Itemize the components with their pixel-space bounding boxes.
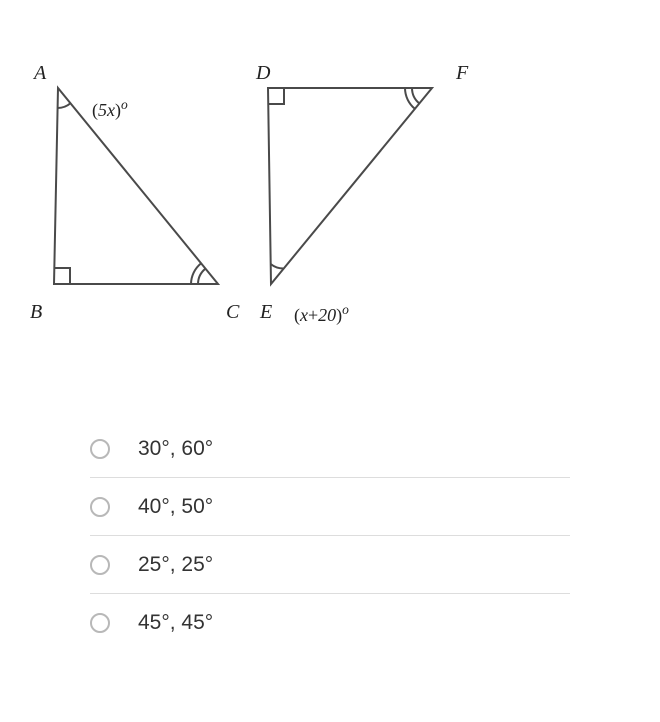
exterior-arc-e	[271, 264, 284, 269]
option-label: 25°, 25°	[138, 553, 213, 577]
angle-arc-f-inner	[405, 88, 415, 109]
angle-arc-c-inner	[191, 263, 201, 284]
vertex-a-label: A	[34, 62, 46, 85]
geometry-diagram: A B C D E F (5x)o (x+20)o	[0, 0, 660, 360]
expression-e: (x+20)o	[294, 302, 349, 326]
radio-icon[interactable]	[90, 497, 110, 517]
angle-arc-f-outer	[412, 88, 419, 103]
vertex-b-label: B	[30, 301, 42, 324]
expression-a: (5x)o	[92, 97, 128, 121]
vertex-e-label: E	[260, 301, 272, 324]
option-label: 30°, 60°	[138, 437, 213, 461]
option-row-1[interactable]: 30°, 60°	[90, 420, 570, 478]
option-label: 45°, 45°	[138, 611, 213, 635]
option-row-4[interactable]: 45°, 45°	[90, 594, 570, 652]
radio-icon[interactable]	[90, 555, 110, 575]
answer-options: 30°, 60° 40°, 50° 25°, 25° 45°, 45°	[90, 420, 570, 652]
option-row-3[interactable]: 25°, 25°	[90, 536, 570, 594]
right-angle-d	[268, 88, 284, 104]
radio-icon[interactable]	[90, 613, 110, 633]
right-angle-b	[54, 268, 70, 284]
option-label: 40°, 50°	[138, 495, 213, 519]
exterior-arc-a	[58, 103, 71, 108]
vertex-c-label: C	[226, 301, 239, 324]
radio-icon[interactable]	[90, 439, 110, 459]
angle-arc-c-outer	[198, 269, 205, 284]
vertex-d-label: D	[256, 62, 270, 85]
option-row-2[interactable]: 40°, 50°	[90, 478, 570, 536]
vertex-f-label: F	[456, 62, 468, 85]
triangle-abc	[54, 88, 218, 284]
triangle-def	[268, 88, 432, 284]
